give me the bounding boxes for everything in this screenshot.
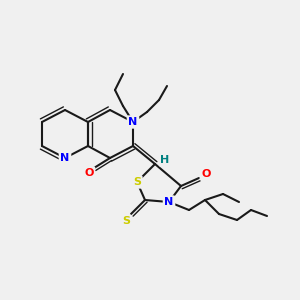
Text: S: S: [133, 177, 141, 187]
Text: N: N: [164, 197, 174, 207]
Text: O: O: [84, 168, 94, 178]
Text: N: N: [128, 117, 138, 127]
Text: H: H: [160, 155, 169, 165]
Text: O: O: [201, 169, 211, 179]
Text: S: S: [122, 216, 130, 226]
Text: N: N: [60, 153, 70, 163]
